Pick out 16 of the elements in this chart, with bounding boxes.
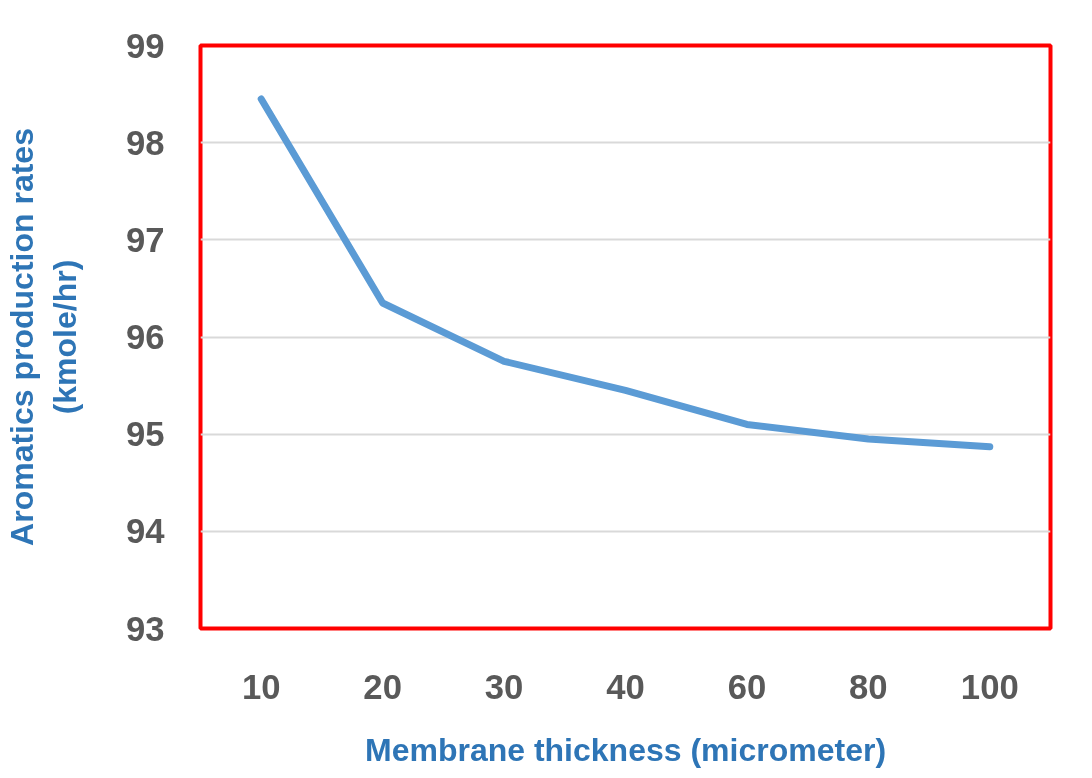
y-tick-label: 98 [125,123,165,162]
x-axis-title: Membrane thickness (micrometer) [364,731,887,768]
x-tick-label: 10 [241,667,281,706]
x-tick-label: 40 [606,667,645,706]
y-tick-label: 94 [125,512,166,551]
x-tick-label: 60 [727,667,767,706]
y-tick-label: 95 [125,415,165,454]
x-tick-label: 20 [363,667,402,706]
x-tick-label: 30 [484,667,524,706]
y-tick-label: 99 [125,26,165,65]
y-tick-label: 93 [125,609,165,648]
y-tick-label: 97 [125,220,165,259]
x-tick-label: 100 [960,667,1019,706]
y-axis-title: Aromatics production rates (kmole/hr) [3,128,83,546]
x-tick-label: 80 [849,667,888,706]
y-tick-label: 96 [125,318,165,356]
